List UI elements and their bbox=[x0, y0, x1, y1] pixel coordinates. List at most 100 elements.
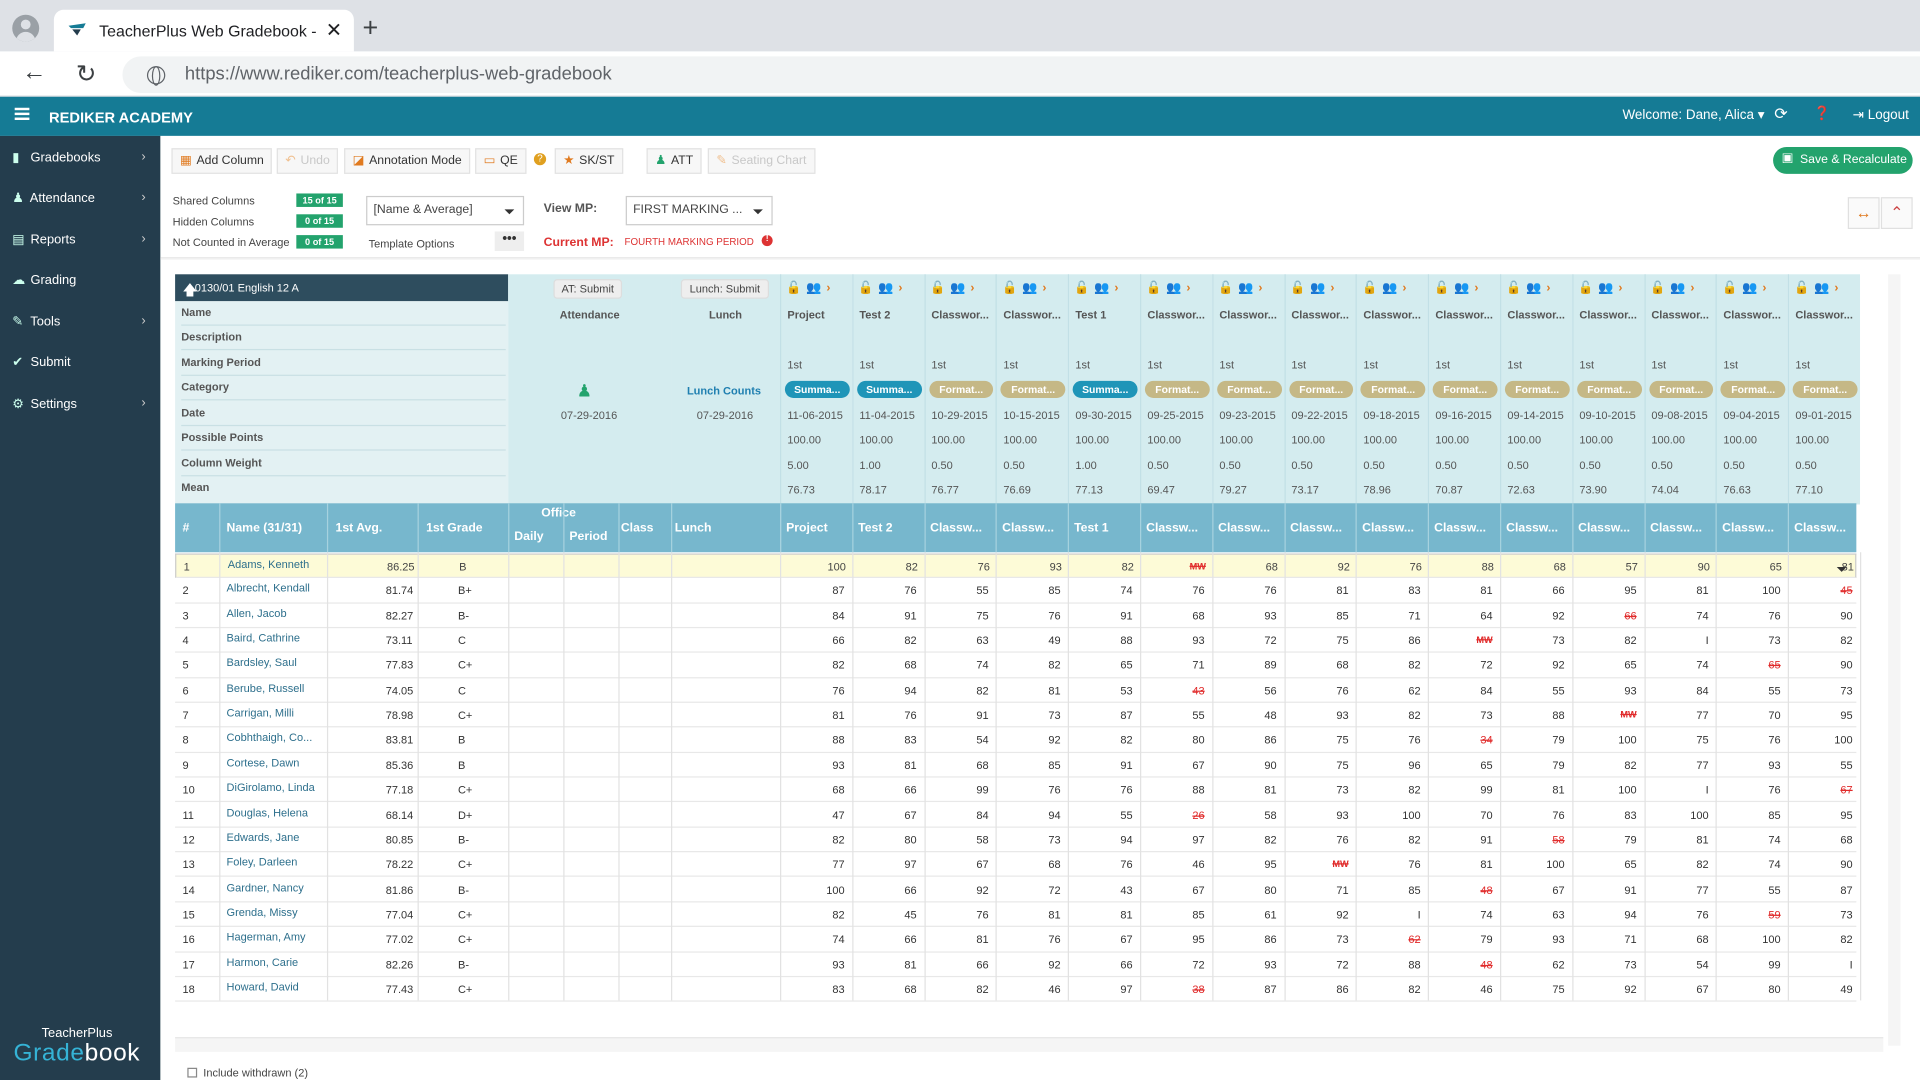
score-cell[interactable]: I bbox=[1417, 908, 1421, 921]
chevron-right-icon[interactable]: › bbox=[1042, 281, 1047, 296]
new-tab-icon[interactable]: + bbox=[362, 12, 379, 43]
unlock-icon[interactable]: 🔓 bbox=[858, 281, 874, 296]
score-cell[interactable]: 92 bbox=[1048, 734, 1061, 747]
score-cell[interactable]: 46 bbox=[1480, 983, 1493, 996]
attendance-person-icon[interactable]: ♟ bbox=[576, 380, 593, 401]
score-cell[interactable]: 75 bbox=[1336, 758, 1349, 772]
score-cell[interactable]: 93 bbox=[1336, 709, 1349, 722]
score-cell[interactable]: 83 bbox=[1624, 808, 1637, 822]
score-cell[interactable]: 76 bbox=[904, 709, 917, 722]
score-cell[interactable]: 77 bbox=[832, 858, 845, 871]
chevron-right-icon[interactable]: › bbox=[970, 281, 975, 296]
score-cell[interactable]: 82 bbox=[1408, 709, 1421, 722]
chevron-right-icon[interactable]: › bbox=[1258, 281, 1263, 296]
score-cell[interactable]: 76 bbox=[1336, 684, 1349, 697]
score-cell[interactable]: 86 bbox=[1264, 933, 1277, 946]
score-cell[interactable]: 55 bbox=[1768, 684, 1781, 697]
score-cell[interactable]: 82 bbox=[832, 908, 845, 921]
score-cell[interactable]: 73 bbox=[1048, 833, 1061, 846]
score-cell[interactable]: 82 bbox=[1624, 634, 1637, 647]
score-cell[interactable]: 43 bbox=[1192, 684, 1205, 697]
qe-button[interactable]: ▭ QE bbox=[475, 148, 527, 174]
score-cell[interactable]: 100 bbox=[1690, 808, 1709, 822]
score-cell[interactable]: 92 bbox=[1624, 983, 1637, 996]
score-cell[interactable]: 73 bbox=[1840, 908, 1853, 921]
seating-chart-button[interactable]: ✎ Seating Chart bbox=[707, 148, 815, 174]
table-row[interactable]: 7 Carrigan, Milli 78.98 C+ 81 76 91 73 87 55 48 93 8… bbox=[175, 703, 1857, 728]
th-assignment[interactable]: Classw... bbox=[1506, 521, 1559, 536]
score-cell[interactable]: 93 bbox=[1049, 560, 1062, 574]
score-cell[interactable]: 91 bbox=[904, 609, 917, 622]
score-cell[interactable]: 81 bbox=[976, 933, 989, 946]
score-cell[interactable]: 73 bbox=[1624, 958, 1637, 971]
score-cell[interactable]: 47 bbox=[832, 808, 845, 822]
score-cell[interactable]: 92 bbox=[976, 883, 989, 896]
student-name-link[interactable]: Gardner, Nancy bbox=[226, 881, 304, 894]
lunch-counts-link[interactable]: Lunch Counts bbox=[686, 384, 762, 397]
score-cell[interactable]: 87 bbox=[1120, 709, 1133, 722]
score-cell[interactable]: 74 bbox=[1696, 609, 1709, 622]
score-cell[interactable]: 73 bbox=[1336, 933, 1349, 946]
table-row[interactable]: 15 Grenda, Missy 77.04 C+ 82 45 76 81 81 85 61 92 I 7… bbox=[175, 902, 1857, 928]
score-cell[interactable]: 90 bbox=[1264, 758, 1277, 772]
score-cell[interactable]: 71 bbox=[1408, 609, 1421, 622]
th-lunch[interactable]: Lunch bbox=[674, 521, 712, 536]
menu-icon[interactable] bbox=[14, 107, 30, 121]
score-cell[interactable]: 55 bbox=[1768, 883, 1781, 896]
score-cell[interactable]: 93 bbox=[1624, 684, 1637, 697]
score-cell[interactable]: 86 bbox=[1336, 983, 1349, 996]
score-cell[interactable]: 77 bbox=[1696, 883, 1709, 896]
score-cell[interactable]: 62 bbox=[1408, 684, 1421, 697]
score-cell[interactable]: 88 bbox=[1120, 634, 1133, 647]
score-cell[interactable]: 48 bbox=[1264, 709, 1277, 722]
score-cell[interactable]: 65 bbox=[1624, 659, 1637, 672]
score-cell[interactable]: 55 bbox=[1552, 684, 1565, 697]
score-cell[interactable]: 93 bbox=[1336, 808, 1349, 822]
student-name-link[interactable]: Cobhthaigh, Co... bbox=[226, 731, 313, 744]
assignment-name[interactable]: Classwor... bbox=[1579, 308, 1637, 321]
score-cell[interactable]: 92 bbox=[1048, 958, 1061, 971]
assignment-name[interactable]: Classwor... bbox=[1723, 308, 1781, 321]
score-cell[interactable]: I bbox=[1849, 958, 1853, 971]
unlock-icon[interactable]: 🔓 bbox=[930, 281, 946, 296]
score-cell[interactable]: 89 bbox=[1264, 659, 1277, 672]
score-cell[interactable]: 84 bbox=[1480, 684, 1493, 697]
group-icon[interactable]: 👥 bbox=[1742, 281, 1758, 296]
assignment-name[interactable]: Test 2 bbox=[859, 308, 891, 321]
th-assignment[interactable]: Classw... bbox=[1146, 521, 1199, 536]
score-cell[interactable]: 99 bbox=[976, 783, 989, 797]
score-cell[interactable]: 49 bbox=[1048, 634, 1061, 647]
score-cell[interactable]: 46 bbox=[1048, 983, 1061, 996]
score-cell[interactable]: 38 bbox=[1192, 983, 1205, 996]
score-cell[interactable]: 65 bbox=[1480, 758, 1493, 772]
group-icon[interactable]: 👥 bbox=[1526, 281, 1542, 296]
score-cell[interactable]: 93 bbox=[1264, 609, 1277, 622]
score-cell[interactable]: 76 bbox=[1120, 858, 1133, 871]
score-cell[interactable]: 53 bbox=[1120, 684, 1133, 697]
score-cell[interactable]: 73 bbox=[1840, 684, 1853, 697]
score-cell[interactable]: 62 bbox=[1552, 958, 1565, 971]
th-assignment[interactable]: Project bbox=[786, 521, 828, 536]
score-cell[interactable]: 76 bbox=[1552, 808, 1565, 822]
score-cell[interactable]: 76 bbox=[1409, 560, 1422, 574]
score-cell[interactable]: 77 bbox=[1696, 709, 1709, 722]
score-cell[interactable]: 74 bbox=[1768, 833, 1781, 846]
th-class[interactable]: Class bbox=[620, 521, 654, 536]
score-cell[interactable]: 73 bbox=[1768, 634, 1781, 647]
score-cell[interactable]: 76 bbox=[1768, 609, 1781, 622]
category-pill[interactable]: Format... bbox=[1792, 380, 1858, 398]
score-cell[interactable]: 91 bbox=[1480, 833, 1493, 846]
score-cell[interactable]: 74 bbox=[1120, 584, 1133, 597]
score-cell[interactable]: 93 bbox=[1552, 933, 1565, 946]
score-cell[interactable]: 82 bbox=[904, 634, 917, 647]
score-cell[interactable]: 65 bbox=[1768, 659, 1781, 672]
score-cell[interactable]: MW bbox=[1476, 634, 1493, 646]
score-cell[interactable]: 66 bbox=[1624, 609, 1637, 622]
score-cell[interactable]: 82 bbox=[905, 560, 918, 574]
skst-button[interactable]: ★ SK/ST bbox=[554, 148, 624, 174]
score-cell[interactable]: 45 bbox=[904, 908, 917, 921]
category-pill[interactable]: Format... bbox=[1648, 380, 1714, 398]
hidden-columns-badge[interactable]: 0 of 15 bbox=[296, 214, 343, 228]
assignment-name[interactable]: Classwor... bbox=[1795, 308, 1853, 321]
score-cell[interactable]: 92 bbox=[1552, 609, 1565, 622]
